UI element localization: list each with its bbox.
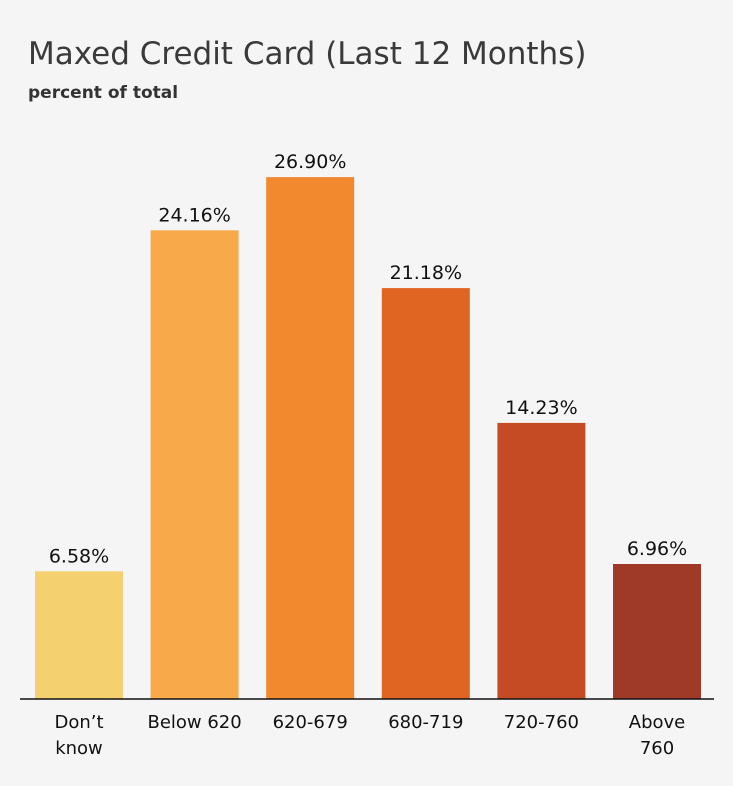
chart-title: Maxed Credit Card (Last 12 Months) [28,36,586,72]
bars-group [35,177,701,700]
data-label: 26.90% [274,151,346,173]
x-tick-label: Above 760 [629,712,685,759]
x-tick-label: 620-679 [273,712,348,733]
data-label: 6.58% [49,545,109,567]
x-tick-label: 680-719 [388,712,463,733]
data-label: 21.18% [390,262,462,284]
data-label: 14.23% [505,397,577,419]
bar [150,230,239,700]
bar [497,422,586,699]
bar [35,571,123,699]
bar [613,564,701,699]
x-tick-label: Don’t know [54,712,103,759]
bar [381,288,470,699]
x-tick-label: Below 620 [147,712,241,733]
chart-subtitle: percent of total [28,83,178,103]
bar [266,177,355,700]
data-labels-group: 6.58% 24.16% 26.90% 21.18% 14.23% 6.96% [49,151,687,567]
x-tick-labels-group: Don’t know Below 620 620-679 680-719 720-760 A… [54,712,685,759]
x-tick-label: 720-760 [504,712,579,733]
data-label: 24.16% [158,204,230,226]
data-label: 6.96% [627,538,687,560]
